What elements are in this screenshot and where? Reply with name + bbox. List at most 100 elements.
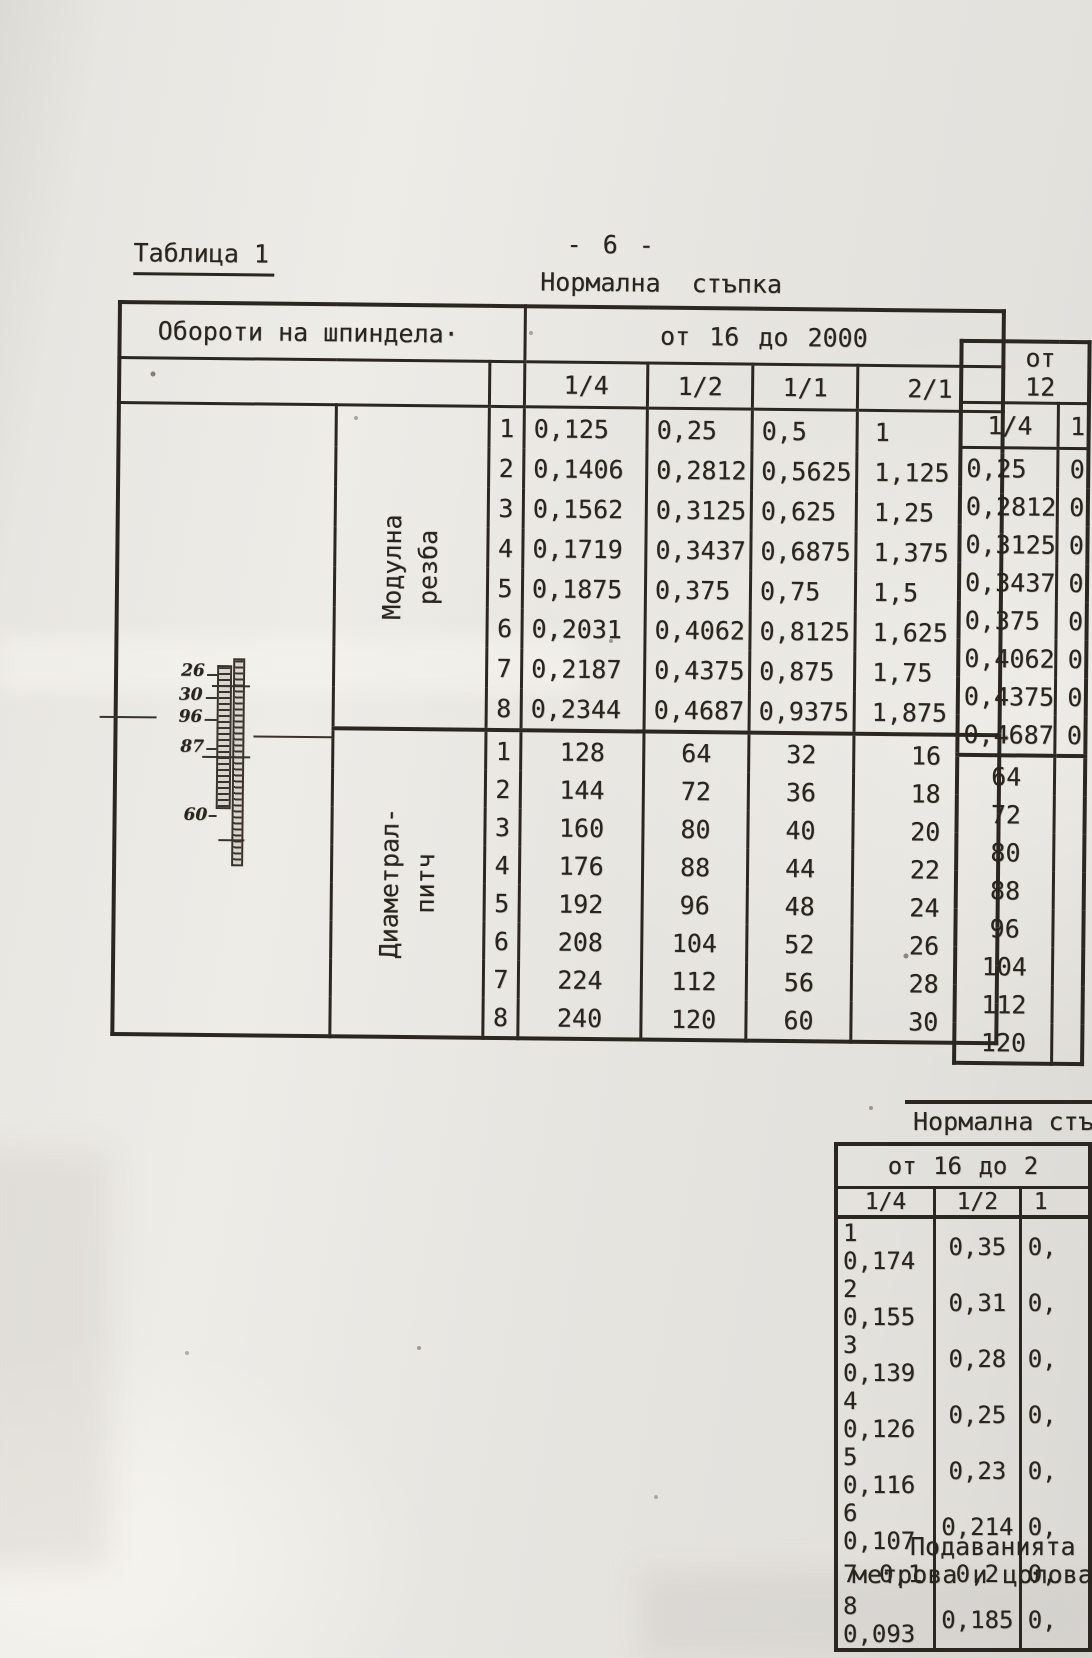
row-number: 4 bbox=[843, 1387, 858, 1415]
row-number: 3 bbox=[484, 807, 521, 847]
value: 0,116 bbox=[843, 1471, 916, 1499]
value-cell: 0,1562 bbox=[523, 488, 647, 530]
scan-shade bbox=[0, 1150, 110, 1570]
value-cell-clipped: 0, bbox=[1018, 1443, 1090, 1499]
table-row: 0,3437 0 bbox=[959, 563, 1088, 603]
empty-cell bbox=[1051, 1023, 1083, 1065]
value-cell: 20,155 bbox=[836, 1275, 935, 1331]
value-cell-clipped: 0, bbox=[1018, 1555, 1090, 1592]
value-cell: 192 bbox=[519, 884, 643, 924]
value-cell: 80,093 bbox=[836, 1592, 935, 1650]
value-cell: 48 bbox=[747, 886, 853, 926]
table-row: 120 bbox=[954, 1023, 1083, 1065]
empty-cell bbox=[1053, 909, 1084, 949]
gear-label-87: 87 bbox=[180, 736, 205, 757]
leader-line bbox=[204, 718, 217, 722]
row-number: 2 bbox=[843, 1275, 858, 1303]
value-cell: 7 0,1 bbox=[836, 1555, 935, 1592]
page-number: - 6 - bbox=[566, 229, 658, 260]
value-cell: 0,4062 bbox=[964, 643, 1055, 674]
value: 0,107 bbox=[843, 1527, 916, 1555]
value-cell: 0,2031 bbox=[521, 608, 646, 650]
col-header-quarter: 1/4 bbox=[836, 1187, 935, 1219]
empty-cell bbox=[1053, 833, 1085, 873]
row-number: 1 bbox=[488, 406, 525, 449]
value-cell: 0,3125 bbox=[646, 489, 752, 531]
value: 0,139 bbox=[843, 1359, 916, 1387]
value-cell: 0,5 bbox=[751, 409, 858, 452]
value-cell: 104 bbox=[981, 951, 1027, 982]
table-row: 10,174 0,35 0, bbox=[836, 1217, 1090, 1275]
value-cell: 80 bbox=[990, 837, 1021, 867]
value-cell-clipped: 0 bbox=[1056, 601, 1087, 641]
table-row: 40,126 0,25 0, bbox=[836, 1387, 1090, 1443]
table-row: 80 bbox=[956, 833, 1085, 873]
row-number: 3 bbox=[488, 487, 524, 529]
value-cell: 0,625 bbox=[751, 490, 857, 532]
row-number: 7 bbox=[843, 1559, 858, 1588]
value-cell: 36 bbox=[748, 772, 854, 812]
scan-line-fragment bbox=[99, 715, 157, 719]
table-row: 88 bbox=[956, 871, 1085, 911]
gear-shaft-bar bbox=[231, 658, 246, 867]
value-cell: 0,8125 bbox=[749, 610, 856, 652]
value-cell: 44 bbox=[747, 848, 853, 888]
empty-cell bbox=[1054, 755, 1086, 797]
value-cell: 30,139 bbox=[836, 1331, 935, 1387]
bottom-table-title: Нормална стъ bbox=[905, 1100, 1092, 1136]
value-cell: 0,4687 bbox=[963, 719, 1054, 750]
value-cell: 96 bbox=[642, 885, 748, 925]
spindle-speed-header: Обороти на шпиндела· bbox=[119, 302, 526, 362]
gear-label-26: 26 bbox=[181, 660, 205, 681]
empty-cell bbox=[1053, 871, 1085, 911]
table-row: 0,3125 0 bbox=[959, 525, 1088, 565]
value-cell: 0,4062 bbox=[644, 609, 751, 651]
value: 0,174 bbox=[843, 1247, 916, 1275]
row-number: 3 bbox=[843, 1331, 858, 1359]
col-header-half: 1/2 bbox=[647, 363, 753, 410]
row-number: 7 bbox=[483, 959, 519, 999]
value: 0,093 bbox=[843, 1620, 916, 1648]
value-cell: 0,185 bbox=[933, 1592, 1021, 1650]
value-cell: 0,2187 bbox=[521, 648, 645, 690]
value-cell: 56 bbox=[746, 962, 852, 1002]
value-cell: 0,28 bbox=[933, 1331, 1021, 1387]
value-cell: 176 bbox=[519, 846, 643, 886]
value-cell-clipped: 0 bbox=[1057, 487, 1089, 527]
table-row: 80,093 0,185 0, bbox=[836, 1592, 1090, 1650]
value-cell: 0,1875 bbox=[522, 568, 646, 610]
table-row: 60,107 0,214 0, bbox=[836, 1499, 1090, 1555]
value-cell: 0,25 bbox=[646, 408, 753, 451]
value-cell: 224 bbox=[518, 960, 642, 1000]
table-row: 20,155 0,31 0, bbox=[836, 1275, 1090, 1331]
table-row: 30,139 0,28 0, bbox=[836, 1331, 1090, 1387]
header-row-range: от 16 до 2 bbox=[836, 1144, 1090, 1189]
value-cell: 10,174 bbox=[836, 1217, 935, 1275]
value-cell: 0,23 bbox=[933, 1443, 1021, 1499]
value-cell: 144 bbox=[520, 770, 644, 810]
value-cell: 0,875 bbox=[749, 650, 855, 692]
value-cell: 0,3125 bbox=[965, 529, 1056, 560]
value-cell: 0,9375 bbox=[749, 690, 855, 734]
value-cell: 0,31 bbox=[933, 1275, 1021, 1331]
header-row-range: Обороти на шпиндела· от 16 до 2000 bbox=[119, 302, 1004, 367]
value: 0,126 bbox=[843, 1415, 916, 1443]
value-cell-clipped: 0, bbox=[1018, 1499, 1090, 1555]
value-cell: 0,3437 bbox=[964, 567, 1056, 598]
value-cell: 64 bbox=[956, 754, 1056, 796]
value-cell: 0,4375 bbox=[963, 681, 1055, 712]
modular-thread-label: Модулна резба bbox=[377, 514, 444, 620]
header-row-fractions: 1/4 1/2 1 bbox=[836, 1187, 1090, 1219]
row-number: 5 bbox=[843, 1443, 858, 1471]
value-cell: 72 bbox=[990, 799, 1022, 829]
value-cell: 52 bbox=[746, 924, 853, 964]
empty-header-cell bbox=[118, 357, 490, 407]
value-cell: 0,2344 bbox=[521, 688, 645, 732]
value-cell: 112 bbox=[641, 961, 747, 1001]
table-row: 0,4062 0 bbox=[958, 639, 1087, 679]
value-cell: 88 bbox=[642, 847, 748, 887]
value-cell: 64 bbox=[643, 731, 750, 773]
value-cell: 0,375 bbox=[964, 605, 1041, 636]
value-cell: 160 bbox=[519, 808, 644, 848]
value-cell: 240 bbox=[517, 998, 642, 1040]
